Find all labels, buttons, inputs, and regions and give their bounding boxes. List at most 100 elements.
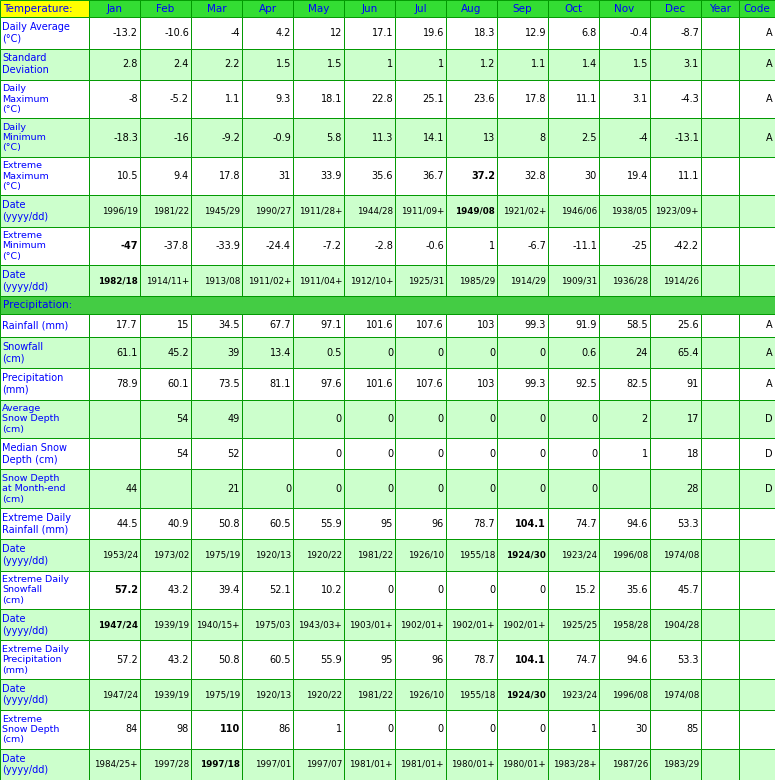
Bar: [446, 399, 497, 438]
Text: 1983/29: 1983/29: [663, 760, 699, 769]
Bar: [739, 368, 775, 399]
Bar: [293, 227, 344, 265]
Bar: [293, 0, 344, 17]
Text: 85: 85: [687, 725, 699, 735]
Bar: [89, 48, 140, 80]
Bar: [701, 609, 739, 640]
Bar: [395, 17, 446, 48]
Bar: [191, 195, 242, 227]
Text: 84: 84: [126, 725, 138, 735]
Text: 17.1: 17.1: [371, 28, 393, 38]
Text: 11.3: 11.3: [372, 133, 393, 143]
Bar: [650, 157, 701, 195]
Text: 1955/18: 1955/18: [459, 690, 495, 699]
Text: 0: 0: [489, 484, 495, 494]
Bar: [140, 337, 191, 368]
Text: Date
(yyyy/dd): Date (yyyy/dd): [2, 544, 48, 566]
Text: 39.4: 39.4: [219, 585, 240, 595]
Bar: [446, 227, 497, 265]
Bar: [650, 314, 701, 337]
Bar: [446, 749, 497, 780]
Bar: [191, 119, 242, 157]
Bar: [650, 195, 701, 227]
Bar: [242, 227, 293, 265]
Text: 91.9: 91.9: [576, 321, 597, 330]
Text: 18.1: 18.1: [321, 94, 342, 105]
Bar: [701, 314, 739, 337]
Bar: [650, 470, 701, 508]
Bar: [140, 539, 191, 571]
Bar: [650, 48, 701, 80]
Bar: [0, 195, 89, 227]
Bar: [650, 508, 701, 539]
Text: 0: 0: [489, 585, 495, 595]
Text: May: May: [308, 4, 329, 13]
Bar: [140, 265, 191, 296]
Text: 18.3: 18.3: [474, 28, 495, 38]
Text: 1984/25+: 1984/25+: [95, 760, 138, 769]
Bar: [140, 48, 191, 80]
Text: A: A: [766, 348, 773, 357]
Bar: [701, 265, 739, 296]
Text: Date
(yyyy/dd): Date (yyyy/dd): [2, 200, 48, 222]
Bar: [191, 337, 242, 368]
Text: 30: 30: [585, 171, 597, 181]
Text: 1924/30: 1924/30: [506, 551, 546, 559]
Bar: [395, 48, 446, 80]
Bar: [395, 195, 446, 227]
Bar: [548, 470, 599, 508]
Text: 19.4: 19.4: [627, 171, 648, 181]
Text: 1924/30: 1924/30: [506, 690, 546, 699]
Bar: [599, 679, 650, 711]
Bar: [293, 314, 344, 337]
Bar: [242, 314, 293, 337]
Text: 0: 0: [489, 448, 495, 459]
Bar: [395, 314, 446, 337]
Text: A: A: [766, 379, 773, 389]
Bar: [0, 80, 89, 119]
Text: 53.3: 53.3: [677, 519, 699, 529]
Text: 39: 39: [228, 348, 240, 357]
Bar: [497, 48, 548, 80]
Text: Average
Snow Depth
(cm): Average Snow Depth (cm): [2, 404, 60, 434]
Text: -37.8: -37.8: [164, 241, 189, 251]
Bar: [650, 119, 701, 157]
Text: 1.5: 1.5: [632, 59, 648, 69]
Bar: [344, 640, 395, 679]
Text: 86: 86: [279, 725, 291, 735]
Bar: [344, 48, 395, 80]
Text: 1997/07: 1997/07: [305, 760, 342, 769]
Bar: [0, 749, 89, 780]
Text: 1936/28: 1936/28: [611, 276, 648, 285]
Text: 0: 0: [336, 484, 342, 494]
Bar: [242, 368, 293, 399]
Text: 0.5: 0.5: [326, 348, 342, 357]
Bar: [701, 227, 739, 265]
Bar: [739, 571, 775, 609]
Text: 8: 8: [540, 133, 546, 143]
Text: 1902/01+: 1902/01+: [502, 620, 546, 629]
Bar: [497, 157, 548, 195]
Bar: [293, 399, 344, 438]
Text: 107.6: 107.6: [416, 379, 444, 389]
Bar: [446, 119, 497, 157]
Bar: [0, 470, 89, 508]
Text: 95: 95: [381, 519, 393, 529]
Bar: [599, 157, 650, 195]
Bar: [650, 438, 701, 470]
Text: 0: 0: [489, 725, 495, 735]
Text: 73.5: 73.5: [219, 379, 240, 389]
Bar: [0, 17, 89, 48]
Text: 1: 1: [642, 448, 648, 459]
Text: 1: 1: [438, 59, 444, 69]
Bar: [0, 539, 89, 571]
Text: 74.7: 74.7: [575, 654, 597, 665]
Text: Extreme Daily
Precipitation
(mm): Extreme Daily Precipitation (mm): [2, 645, 69, 675]
Text: -33.9: -33.9: [215, 241, 240, 251]
Bar: [191, 571, 242, 609]
Text: 1925/31: 1925/31: [408, 276, 444, 285]
Bar: [701, 399, 739, 438]
Text: 43.2: 43.2: [167, 585, 189, 595]
Bar: [548, 119, 599, 157]
Bar: [89, 314, 140, 337]
